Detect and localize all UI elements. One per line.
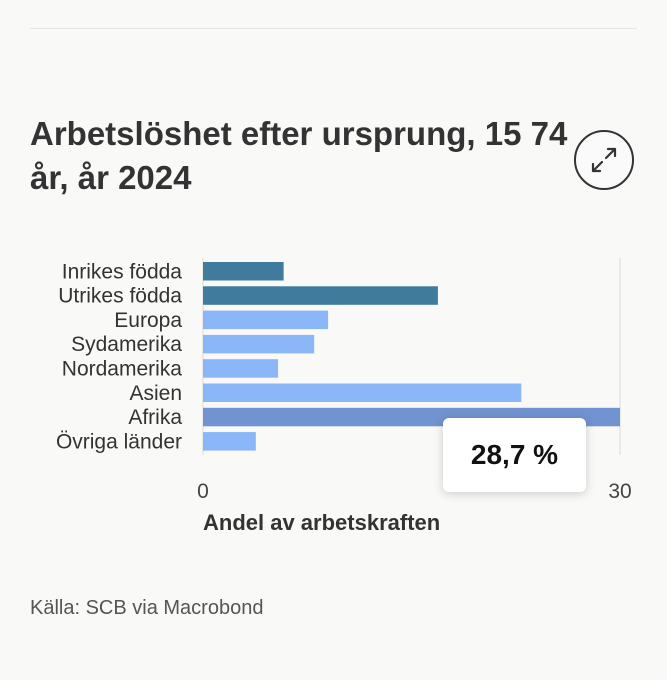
- x-axis-title: Andel av arbetskraften: [203, 510, 440, 535]
- bar-4: [203, 359, 279, 378]
- bar-0: [203, 262, 284, 281]
- bar-7: [203, 432, 256, 451]
- bar-2: [203, 310, 329, 330]
- expand-diagonal-arrows-icon: [591, 147, 617, 173]
- tick-label-0: 0: [197, 480, 209, 503]
- category-label-6: Afrika: [128, 406, 182, 429]
- category-label-0: Inrikes födda: [62, 260, 183, 283]
- value-tooltip: 28,7 %: [443, 418, 586, 492]
- chart-title: Arbetslöshet efter ursprung, 15 74 år, å…: [30, 115, 568, 196]
- category-label-5: Asien: [129, 382, 182, 405]
- category-label-3: Sydamerika: [71, 333, 182, 356]
- bar-5: [203, 383, 522, 402]
- category-label-1: Utrikes födda: [58, 285, 182, 308]
- source-note: Källa: SCB via Macrobond: [30, 597, 264, 619]
- top-divider: [30, 28, 637, 29]
- category-label-7: Övriga länder: [56, 430, 182, 453]
- expand-button[interactable]: [574, 130, 634, 190]
- bar-1: [203, 286, 438, 305]
- category-label-2: Europa: [114, 309, 182, 332]
- tick-label-1: 30: [608, 480, 631, 503]
- category-label-4: Nordamerika: [62, 357, 183, 380]
- bar-3: [203, 334, 315, 354]
